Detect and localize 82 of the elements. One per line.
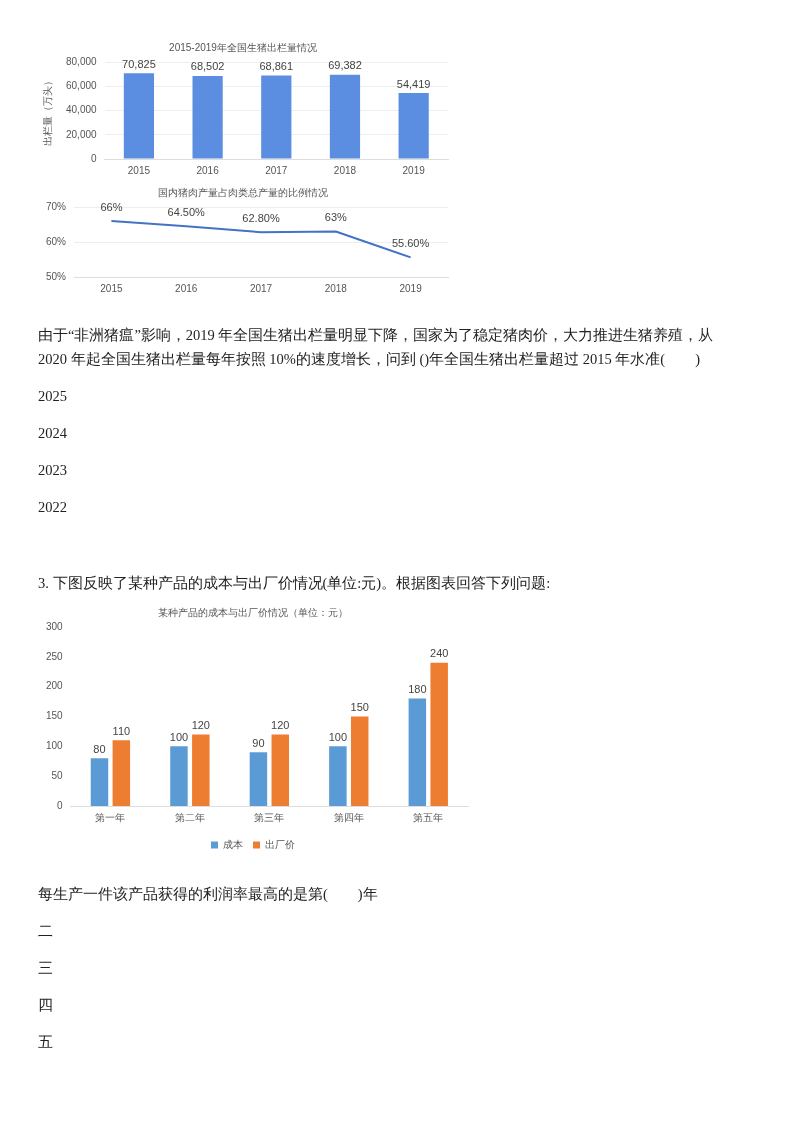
y-axis-title: 出栏量（万头） xyxy=(41,75,53,146)
y-tick-label: 70% xyxy=(46,200,67,212)
x-tick-label: 2019 xyxy=(399,282,423,294)
x-tick-label: 2016 xyxy=(196,164,220,176)
x-tick-label: 2017 xyxy=(265,164,288,176)
bar xyxy=(398,93,429,159)
text: 四 xyxy=(38,996,54,1015)
x-tick-label: 第四年 xyxy=(333,811,364,823)
text: 五 xyxy=(38,1033,54,1052)
x-tick-label: 第二年 xyxy=(174,811,205,823)
y-tick-label: 80,000 xyxy=(65,55,98,67)
bar xyxy=(249,752,268,806)
data-label: 110 xyxy=(112,724,131,737)
chart-title: 某种产品的成本与出厂价情况（单位：元） xyxy=(158,606,348,618)
x-tick-label: 2015 xyxy=(100,282,123,294)
bar xyxy=(408,698,427,806)
data-label: 100 xyxy=(169,730,189,743)
text: 二 xyxy=(38,922,54,941)
bar xyxy=(90,758,109,806)
data-label: 150 xyxy=(350,701,369,714)
y-tick-label: 60% xyxy=(46,235,67,247)
y-tick-label: 20,000 xyxy=(65,128,98,140)
x-tick-label: 2018 xyxy=(324,282,348,294)
text: 2024 xyxy=(38,424,68,443)
text: 2022 xyxy=(38,498,68,517)
y-tick-label: 250 xyxy=(46,650,64,662)
data-label: 68,502 xyxy=(190,60,225,73)
y-tick-label: 40,000 xyxy=(65,104,98,116)
legend-label: 成本 xyxy=(223,838,243,850)
bar xyxy=(123,73,155,159)
chart-title: 2015-2019年全国生猪出栏量情况 xyxy=(169,41,317,53)
data-label: 68,861 xyxy=(259,60,294,73)
text: 3. 下图反映了某种产品的成本与出厂价情况(单位:元)。根据图表回答下列问题: xyxy=(38,574,552,593)
text: 2023 xyxy=(38,461,68,480)
bar xyxy=(350,716,369,806)
data-label: 55.60% xyxy=(391,236,430,249)
bar xyxy=(192,75,223,159)
bar xyxy=(170,746,188,806)
x-tick-label: 2017 xyxy=(249,282,273,294)
data-label: 80 xyxy=(93,742,106,755)
y-tick-label: 0 xyxy=(91,152,98,164)
x-tick-label: 2018 xyxy=(333,164,357,176)
data-label: 69,382 xyxy=(328,59,362,72)
y-tick-label: 60,000 xyxy=(65,80,98,91)
y-tick-label: 100 xyxy=(46,740,64,752)
bar xyxy=(112,740,131,806)
data-label: 120 xyxy=(271,718,290,731)
y-tick-label: 50% xyxy=(46,270,67,282)
y-tick-label: 300 xyxy=(46,620,64,632)
x-tick-label: 第一年 xyxy=(95,811,126,823)
data-label: 62.80% xyxy=(242,211,280,224)
data-label: 90 xyxy=(252,736,265,749)
x-tick-label: 第五年 xyxy=(413,811,444,823)
y-tick-label: 50 xyxy=(51,769,64,781)
data-label: 180 xyxy=(408,683,427,696)
y-tick-label: 150 xyxy=(46,710,64,722)
bar xyxy=(271,734,290,806)
text: 三 xyxy=(38,959,54,978)
text: 每生产一件该产品获得的利润率最高的是第( )年 xyxy=(38,885,379,904)
x-tick-label: 2019 xyxy=(402,164,426,176)
data-label: 64.50% xyxy=(167,205,206,218)
data-label: 70,825 xyxy=(122,57,156,70)
data-label: 100 xyxy=(328,730,348,743)
bar xyxy=(430,662,448,806)
legend-label: 出厂价 xyxy=(265,838,295,850)
text: 由于“非洲猪瘟”影响，2019 年全国生猪出栏量明显下降，国家为了稳定猪肉价，大力推进生猪养殖，从 2020 年起全国生猪出栏量每年按照 10%的速度增长，问到 ()年全国生猪出栏量超过 2015 年水准( ) xyxy=(38,326,715,369)
x-tick-label: 2016 xyxy=(175,282,198,294)
bar xyxy=(192,734,210,806)
bar xyxy=(329,74,361,159)
x-tick-label: 2015 xyxy=(127,164,151,176)
text: 2025 xyxy=(38,387,68,406)
data-label: 120 xyxy=(191,718,210,731)
data-label: 54,419 xyxy=(396,77,431,90)
x-tick-label: 第三年 xyxy=(254,811,285,823)
chart-title: 国内猪肉产量占肉类总产量的比例情况 xyxy=(158,186,328,198)
y-tick-label: 0 xyxy=(57,799,64,811)
bar xyxy=(261,75,292,159)
bar xyxy=(329,746,347,806)
data-label: 66% xyxy=(100,200,123,213)
data-label: 240 xyxy=(430,647,449,660)
data-label: 63% xyxy=(324,211,348,224)
y-tick-label: 200 xyxy=(46,680,64,692)
